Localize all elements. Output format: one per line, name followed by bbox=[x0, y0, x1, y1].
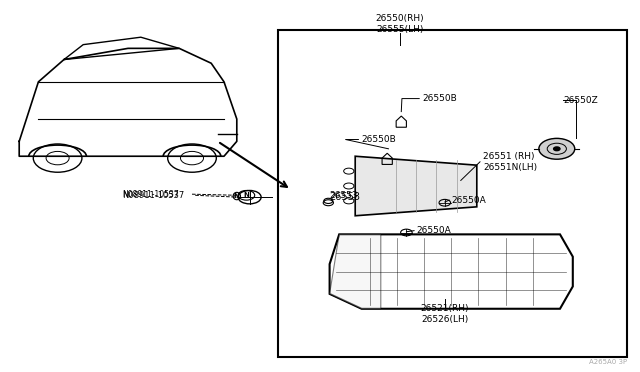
Text: 26550A: 26550A bbox=[416, 226, 451, 235]
Polygon shape bbox=[330, 234, 381, 309]
Text: N08911-10537: N08911-10537 bbox=[122, 190, 179, 199]
Text: 26553: 26553 bbox=[330, 192, 360, 202]
Text: 26551 (RH)
26551N(LH): 26551 (RH) 26551N(LH) bbox=[483, 152, 538, 172]
Text: A265A0 3P: A265A0 3P bbox=[589, 359, 627, 365]
Text: 26550Z: 26550Z bbox=[563, 96, 598, 105]
Text: N: N bbox=[243, 192, 250, 198]
Text: N: N bbox=[234, 193, 240, 199]
Text: 26553: 26553 bbox=[330, 191, 358, 200]
Bar bbox=[278, 30, 627, 357]
Text: 26550A: 26550A bbox=[451, 196, 486, 205]
Circle shape bbox=[554, 147, 560, 151]
Text: 26550B: 26550B bbox=[422, 94, 457, 103]
Text: 26550(RH)
26555(LH): 26550(RH) 26555(LH) bbox=[376, 14, 424, 34]
Text: 26550B: 26550B bbox=[362, 135, 396, 144]
Text: N08911-10537: N08911-10537 bbox=[122, 191, 185, 200]
Circle shape bbox=[539, 138, 575, 159]
Polygon shape bbox=[355, 156, 477, 216]
Text: 26521(RH)
26526(LH): 26521(RH) 26526(LH) bbox=[420, 304, 469, 324]
